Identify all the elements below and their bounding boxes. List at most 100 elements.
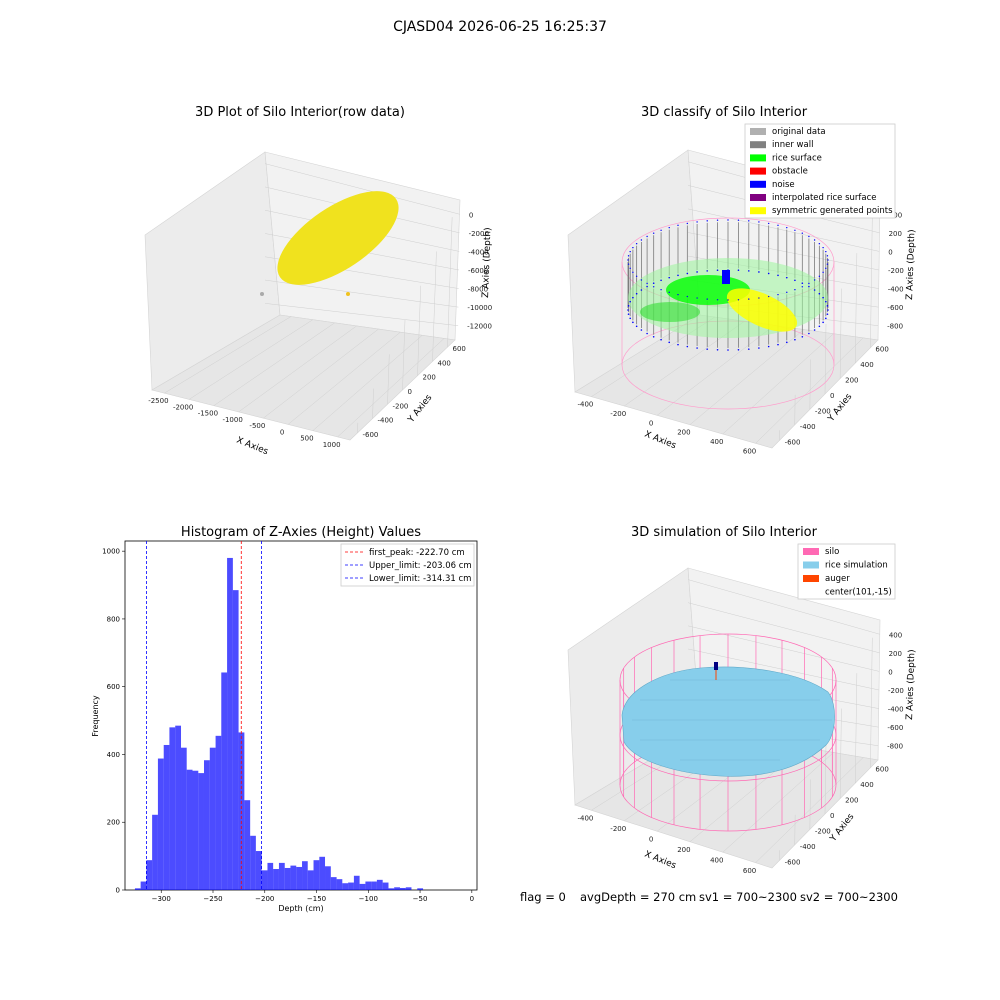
classify-legend-label: rice surface bbox=[772, 153, 822, 163]
histogram-bar bbox=[353, 875, 360, 890]
classify-noise-cluster bbox=[722, 270, 730, 284]
histogram-reference-lines bbox=[146, 541, 262, 890]
classify-xtick: -200 bbox=[610, 410, 626, 418]
histogram-bar bbox=[302, 861, 308, 890]
histogram-bar bbox=[157, 758, 164, 890]
raw-xtick: -500 bbox=[249, 422, 265, 430]
simulation-ytick: 400 bbox=[860, 781, 873, 789]
histogram-xtick: −100 bbox=[359, 895, 378, 903]
histogram-bar bbox=[227, 557, 233, 890]
histogram-bar bbox=[307, 870, 314, 890]
simulation-3d-xlabel: X Axies bbox=[643, 850, 678, 872]
classify-3d-xlabel: X Axies bbox=[643, 430, 678, 452]
histogram-ytick: 1000 bbox=[102, 548, 120, 556]
simulation-ztick: 0 bbox=[888, 668, 892, 676]
histogram-bar bbox=[215, 735, 222, 890]
histogram-bar bbox=[203, 760, 210, 890]
classify-ytick: -600 bbox=[785, 438, 801, 446]
histogram-ticks: −300 −250 −200 −150 −100 −50 0 0 200 400 600 800 100… bbox=[102, 548, 474, 903]
raw-3d-panes bbox=[144, 151, 461, 441]
histogram-xtick: −300 bbox=[152, 895, 171, 903]
classify-legend: original data inner wall rice surface obsta… bbox=[744, 123, 896, 219]
histogram-bar bbox=[348, 882, 354, 890]
raw-3d-xlabel: X Axies bbox=[235, 436, 270, 458]
raw-outlier-point bbox=[346, 292, 350, 296]
histogram-bar bbox=[319, 856, 326, 890]
simulation-ytick: -400 bbox=[800, 843, 816, 851]
raw-ztick: -4000 bbox=[468, 248, 488, 256]
simulation-legend-swatch bbox=[803, 561, 819, 569]
histogram-xtick: −50 bbox=[413, 895, 428, 903]
histogram-bar bbox=[140, 881, 147, 890]
raw-outlier-point bbox=[260, 292, 264, 296]
classify-3d-panel: 3D classify of Silo Interior -400 -200 0 20… bbox=[567, 105, 917, 455]
histogram-bar bbox=[186, 769, 193, 890]
histogram-ytick: 0 bbox=[116, 887, 120, 895]
raw-3d-zlabel: Z Axies (Depth) bbox=[481, 227, 493, 298]
classify-legend-label: obstacle bbox=[772, 167, 808, 177]
raw-3d-point-cloud bbox=[260, 191, 399, 296]
simulation-ztick: 400 bbox=[889, 631, 902, 639]
simulation-ztick: -200 bbox=[888, 687, 904, 695]
histogram-xtick: 0 bbox=[470, 895, 474, 903]
classify-legend-swatch bbox=[750, 207, 766, 215]
status-line: flag = 0 avgDepth = 270 cm sv1 = 700~230… bbox=[520, 890, 898, 904]
raw-xtick: -2500 bbox=[148, 397, 168, 405]
raw-3d-ylabel: Y Axies bbox=[406, 393, 435, 426]
histogram-bar bbox=[198, 773, 204, 890]
classify-ztick: 400 bbox=[889, 211, 902, 219]
classify-legend-label: noise bbox=[772, 180, 795, 190]
histogram-bar bbox=[336, 879, 343, 890]
simulation-legend: silo rice simulation auger center(101,-15) bbox=[797, 543, 896, 600]
classify-ytick: 400 bbox=[860, 361, 873, 369]
histogram-bar bbox=[365, 881, 372, 890]
histogram-legend-label: Upper_limit: -203.06 cm bbox=[369, 561, 472, 571]
classify-legend-label: symmetric generated points bbox=[772, 206, 893, 216]
classify-legend-swatch bbox=[750, 141, 766, 149]
simulation-3d-zlabel: Z Axies (Depth) bbox=[905, 649, 917, 720]
simulation-3d-panel: 3D simulation of Silo Interior -400 -200 0… bbox=[567, 525, 917, 875]
histogram-xlabel: Depth (cm) bbox=[278, 904, 323, 913]
raw-ytick: -400 bbox=[378, 417, 394, 425]
classify-xtick: 0 bbox=[649, 419, 653, 427]
classify-ytick: -200 bbox=[815, 407, 831, 415]
raw-ytick: 400 bbox=[438, 359, 451, 367]
histogram-xtick: −250 bbox=[203, 895, 222, 903]
histogram-bar bbox=[134, 888, 141, 890]
raw-point-cloud-disk bbox=[277, 191, 399, 285]
raw-xtick: -1000 bbox=[222, 416, 242, 424]
histogram-bar bbox=[405, 887, 412, 890]
raw-xtick: 0 bbox=[280, 428, 284, 436]
histogram-bar bbox=[278, 862, 285, 890]
simulation-ztick: -600 bbox=[887, 724, 903, 732]
histogram-ytick: 200 bbox=[107, 819, 120, 827]
histogram-xtick: −150 bbox=[307, 895, 326, 903]
classify-legend-swatch bbox=[750, 128, 766, 135]
classify-legend-label: original data bbox=[772, 127, 826, 137]
simulation-ytick: 200 bbox=[845, 797, 858, 805]
histogram-bar bbox=[244, 800, 251, 890]
classify-legend-swatch bbox=[750, 180, 766, 188]
histogram-bar bbox=[273, 868, 279, 890]
classify-noise-points bbox=[627, 219, 829, 351]
classify-legend-label: inner wall bbox=[772, 140, 813, 150]
histogram-bar bbox=[394, 887, 400, 890]
raw-ztick: -10000 bbox=[467, 304, 492, 312]
simulation-legend-label: rice simulation bbox=[825, 561, 888, 571]
histogram-bar bbox=[221, 672, 228, 890]
simulation-xtick: 0 bbox=[649, 835, 653, 843]
histogram-bar bbox=[382, 882, 389, 890]
histogram-bar bbox=[325, 866, 331, 890]
histogram-bar bbox=[209, 747, 216, 890]
simulation-legend-label: center(101,-15) bbox=[825, 588, 892, 598]
histogram-xtick: −200 bbox=[255, 895, 274, 903]
raw-3d-title: 3D Plot of Silo Interior(row data) bbox=[195, 105, 405, 120]
histogram-bar bbox=[371, 881, 377, 890]
classify-legend-swatch bbox=[750, 194, 766, 201]
simulation-xtick: 200 bbox=[677, 846, 690, 854]
histogram-bar bbox=[359, 883, 366, 890]
status-sv2: sv2 = 700~2300 bbox=[800, 890, 898, 904]
raw-3d-ticks: -2500-2000-1500-1000-5000500100060040020… bbox=[148, 211, 492, 449]
histogram-bar bbox=[284, 867, 291, 890]
